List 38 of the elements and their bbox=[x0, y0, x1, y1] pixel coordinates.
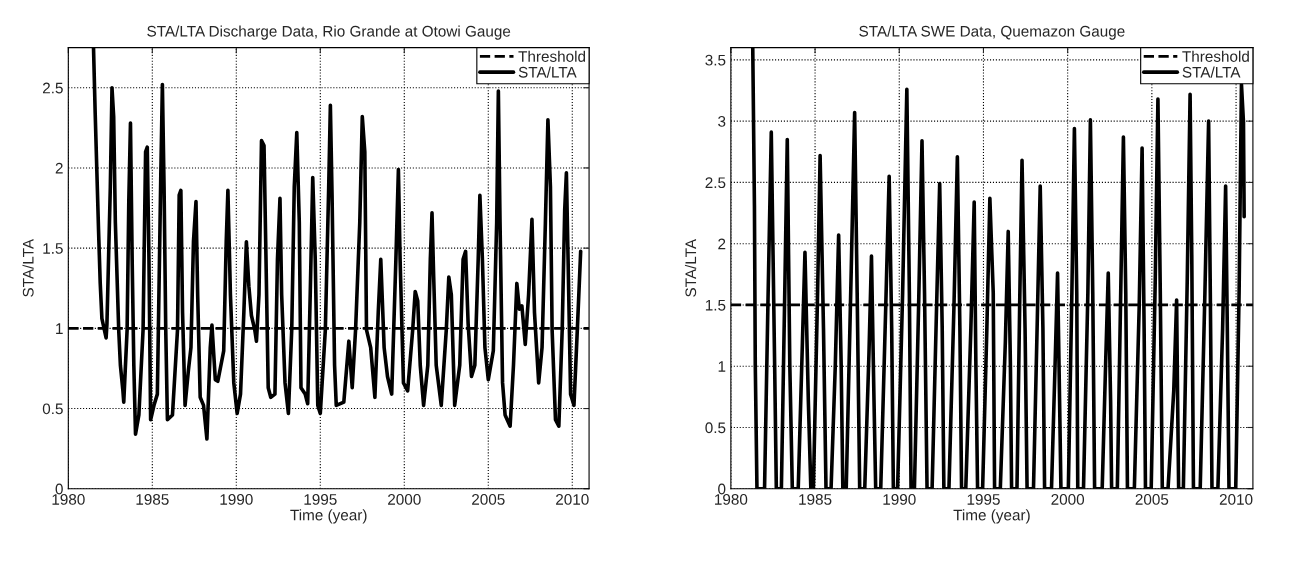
y-tick-label: 2 bbox=[55, 162, 63, 174]
y-axis-title: STA/LTA bbox=[22, 238, 34, 297]
x-tick-label: 1995 bbox=[967, 494, 1000, 505]
x-tick-label: 2005 bbox=[472, 494, 505, 505]
y-tick-label: 0.5 bbox=[42, 403, 63, 415]
y-tick-label: 2 bbox=[718, 238, 726, 250]
x-tick-label: 1990 bbox=[220, 494, 253, 505]
x-tick-label: 1985 bbox=[136, 494, 169, 505]
x-tick-label: 1980 bbox=[715, 494, 748, 505]
x-tick-label: 2000 bbox=[388, 494, 421, 505]
y-tick-label: 1.5 bbox=[43, 243, 63, 254]
legend-label: STA/LTA bbox=[518, 66, 577, 78]
y-tick-label: 2.5 bbox=[705, 177, 726, 189]
x-tick-label: 2010 bbox=[556, 494, 589, 505]
x-tick-label: 2010 bbox=[1219, 494, 1253, 505]
x-axis-title: Time (year) bbox=[290, 509, 367, 524]
y-tick-label: 0 bbox=[55, 483, 63, 495]
x-tick-label: 1995 bbox=[304, 494, 337, 505]
y-axis-title: STA/LTA bbox=[684, 238, 697, 297]
x-tick-label: 2000 bbox=[1051, 494, 1085, 505]
x-tick-label: 2005 bbox=[1135, 494, 1169, 505]
legend-label: Threshold bbox=[518, 50, 586, 62]
y-tick-label: 1 bbox=[718, 361, 726, 372]
y-tick-label: 1 bbox=[56, 323, 63, 334]
y-tick-label: 2.5 bbox=[42, 82, 63, 94]
y-tick-label: 3 bbox=[718, 116, 726, 127]
y-tick-label: 0 bbox=[718, 483, 726, 495]
y-tick-label: 0.5 bbox=[705, 422, 726, 434]
legend-label: Threshold bbox=[1182, 50, 1249, 62]
y-tick-label: 1.5 bbox=[705, 299, 726, 311]
x-tick-label: 1985 bbox=[799, 494, 832, 505]
x-axis-title: Time (year) bbox=[953, 509, 1030, 524]
x-tick-label: 1980 bbox=[52, 494, 85, 505]
chart-title: STA/LTA SWE Data, Quemazon Gauge bbox=[859, 25, 1125, 40]
legend-label: STA/LTA bbox=[1182, 66, 1241, 78]
y-tick-label: 3.5 bbox=[705, 54, 726, 66]
chart-title: STA/LTA Discharge Data, Rio Grande at Otowi Gauge bbox=[147, 25, 511, 40]
x-tick-label: 1990 bbox=[883, 494, 916, 505]
